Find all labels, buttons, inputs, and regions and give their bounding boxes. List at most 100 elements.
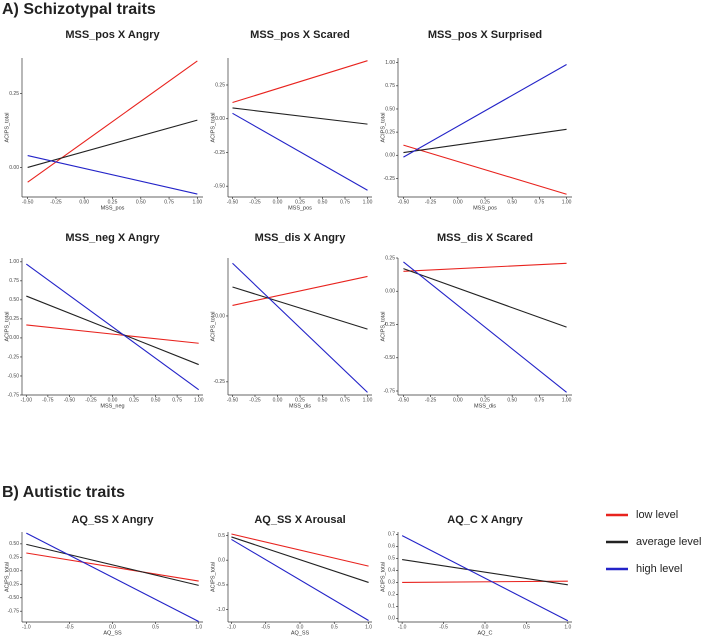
x-tick-label: 1.00	[562, 199, 572, 205]
x-tick-label: -0.25	[249, 397, 261, 403]
x-tick-label: 0.50	[318, 199, 328, 205]
y-tick-label: 0.50	[385, 106, 395, 112]
x-tick-label: -0.50	[64, 397, 76, 403]
data-line	[403, 268, 567, 328]
x-tick-label: 1.0	[365, 624, 372, 630]
x-tick-label: 0.00	[108, 397, 118, 403]
y-tick-label: 0.00	[215, 116, 225, 122]
x-tick-label: 0.00	[453, 397, 463, 403]
y-tick-label: 0.00	[9, 568, 19, 574]
y-tick-label: 0.50	[9, 541, 19, 547]
data-line	[231, 536, 369, 583]
x-tick-label: -1.0	[398, 624, 407, 630]
data-line	[403, 261, 567, 393]
x-tick-label: 0.50	[507, 397, 517, 403]
chart-title: MSS_pos X Scared	[250, 29, 350, 41]
x-tick-label: -0.50	[398, 397, 410, 403]
data-line	[27, 119, 198, 168]
x-tick-label: 0.5	[331, 624, 338, 630]
y-tick-label: 0.1	[388, 604, 395, 610]
data-line	[27, 60, 198, 183]
chart-title: AQ_SS X Arousal	[254, 514, 345, 526]
x-tick-label: 0.25	[295, 199, 305, 205]
x-tick-label: -0.5	[439, 624, 448, 630]
y-tick-label: 0.25	[9, 555, 19, 561]
x-axis-label: AQ_C	[478, 630, 493, 636]
x-tick-label: 1.0	[195, 624, 202, 630]
data-line	[403, 128, 567, 154]
x-tick-label: -0.25	[50, 199, 62, 205]
section-heading: B) Autistic traits	[2, 484, 125, 501]
x-tick-label: -0.50	[22, 199, 34, 205]
x-axis-label: MSS_pos	[288, 205, 312, 211]
y-axis-label: ACIPS_total	[4, 562, 10, 592]
data-line	[402, 580, 568, 583]
data-line	[232, 275, 368, 306]
x-tick-label: -1.0	[227, 624, 236, 630]
x-tick-label: 0.75	[164, 199, 174, 205]
y-tick-label: -0.75	[8, 609, 20, 615]
chart-title: MSS_dis X Angry	[255, 232, 347, 244]
x-tick-label: 0.00	[273, 397, 283, 403]
x-tick-label: 0.75	[340, 199, 350, 205]
legend-label: low level	[636, 509, 678, 521]
y-tick-label: 0.25	[9, 316, 19, 322]
y-tick-label: -0.50	[8, 373, 20, 379]
x-tick-label: -0.25	[425, 397, 437, 403]
data-line	[232, 112, 368, 191]
x-axis-label: MSS_dis	[474, 403, 496, 409]
x-tick-label: 0.0	[297, 624, 304, 630]
x-tick-label: -0.5	[261, 624, 270, 630]
legend-label: average level	[636, 536, 701, 548]
y-tick-label: 0.00	[9, 335, 19, 341]
x-tick-label: 0.00	[273, 199, 283, 205]
chart-title: MSS_pos X Angry	[65, 29, 160, 41]
legend-label: high level	[636, 563, 682, 575]
y-tick-label: -1.0	[216, 607, 225, 613]
y-axis-label: ACIPS_total	[380, 312, 386, 342]
x-tick-label: -1.00	[21, 397, 33, 403]
x-tick-label: 0.50	[136, 199, 146, 205]
x-tick-label: 0.50	[151, 397, 161, 403]
x-tick-label: 0.0	[482, 624, 489, 630]
data-line	[26, 324, 199, 344]
y-tick-label: 0.5	[388, 556, 395, 562]
data-line	[26, 552, 199, 582]
y-tick-label: -0.5	[216, 582, 225, 588]
data-line	[403, 144, 567, 195]
data-line	[232, 262, 368, 393]
x-tick-label: 0.75	[535, 199, 545, 205]
y-axis-label: ACIPS_total	[4, 113, 10, 143]
y-tick-label: 0.75	[385, 83, 395, 89]
y-axis-label: ACIPS_total	[4, 312, 10, 342]
x-axis-label: MSS_pos	[101, 205, 125, 211]
y-tick-label: 0.5	[218, 533, 225, 539]
y-tick-label: 0.7	[388, 532, 395, 538]
y-tick-label: 0.00	[385, 153, 395, 159]
x-tick-label: 0.75	[340, 397, 350, 403]
x-tick-label: -0.50	[398, 199, 410, 205]
x-tick-label: 0.50	[318, 397, 328, 403]
y-tick-label: 0.0	[218, 558, 225, 564]
y-axis-label: ACIPS_total	[380, 113, 386, 143]
x-tick-label: 0.5	[152, 624, 159, 630]
y-tick-label: 0.0	[388, 616, 395, 622]
data-line	[26, 543, 199, 586]
x-tick-label: 0.0	[109, 624, 116, 630]
chart-title: MSS_pos X Surprised	[428, 29, 542, 41]
data-line	[403, 262, 567, 272]
x-tick-label: -0.75	[42, 397, 54, 403]
x-tick-label: -1.0	[22, 624, 31, 630]
x-tick-label: 1.00	[562, 397, 572, 403]
chart-title: MSS_dis X Scared	[437, 232, 533, 244]
x-tick-label: 0.50	[507, 199, 517, 205]
data-line	[231, 533, 369, 567]
y-tick-label: 0.25	[215, 82, 225, 88]
y-tick-label: 0.25	[385, 255, 395, 261]
x-tick-label: 1.0	[564, 624, 571, 630]
chart-title: AQ_SS X Angry	[71, 514, 154, 526]
y-axis-label: ACIPS_total	[210, 312, 216, 342]
y-tick-label: 0.6	[388, 544, 395, 550]
y-tick-label: -0.75	[384, 388, 396, 394]
x-tick-label: 0.25	[295, 397, 305, 403]
